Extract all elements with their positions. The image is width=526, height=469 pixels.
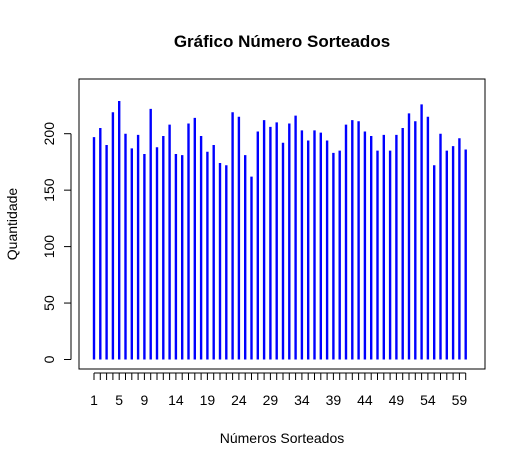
x-axis-label: Números Sorteados — [220, 430, 345, 446]
y-tick-label: 50 — [41, 295, 57, 311]
x-tick-label: 44 — [357, 392, 373, 408]
x-tick-label: 9 — [141, 392, 149, 408]
x-tick-label: 39 — [326, 392, 342, 408]
x-axis: 1 5 9 14 19 24 29 34 39 44 49 54 59 — [90, 372, 468, 408]
y-axis-label: Quantidade — [4, 188, 20, 261]
chart-title: Gráfico Número Sorteados — [174, 32, 390, 51]
y-tick-label: 150 — [41, 178, 57, 202]
y-tick-label: 0 — [41, 355, 57, 363]
bars-group — [92, 100, 467, 360]
x-tick-label: 59 — [452, 392, 468, 408]
x-tick-label: 29 — [263, 392, 279, 408]
y-tick-label: 100 — [41, 235, 57, 259]
x-tick-label: 1 — [90, 392, 98, 408]
x-tick-label: 14 — [168, 392, 184, 408]
x-tick-label: 49 — [389, 392, 405, 408]
x-tick-label: 19 — [200, 392, 216, 408]
x-tick-label: 24 — [231, 392, 247, 408]
x-tick-label: 5 — [115, 392, 123, 408]
x-tick-label: 34 — [294, 392, 310, 408]
y-tick-label: 200 — [41, 122, 57, 146]
x-tick-label: 54 — [420, 392, 436, 408]
y-axis: 0 50 100 150 200 — [41, 122, 72, 363]
plot-frame — [78, 78, 486, 370]
